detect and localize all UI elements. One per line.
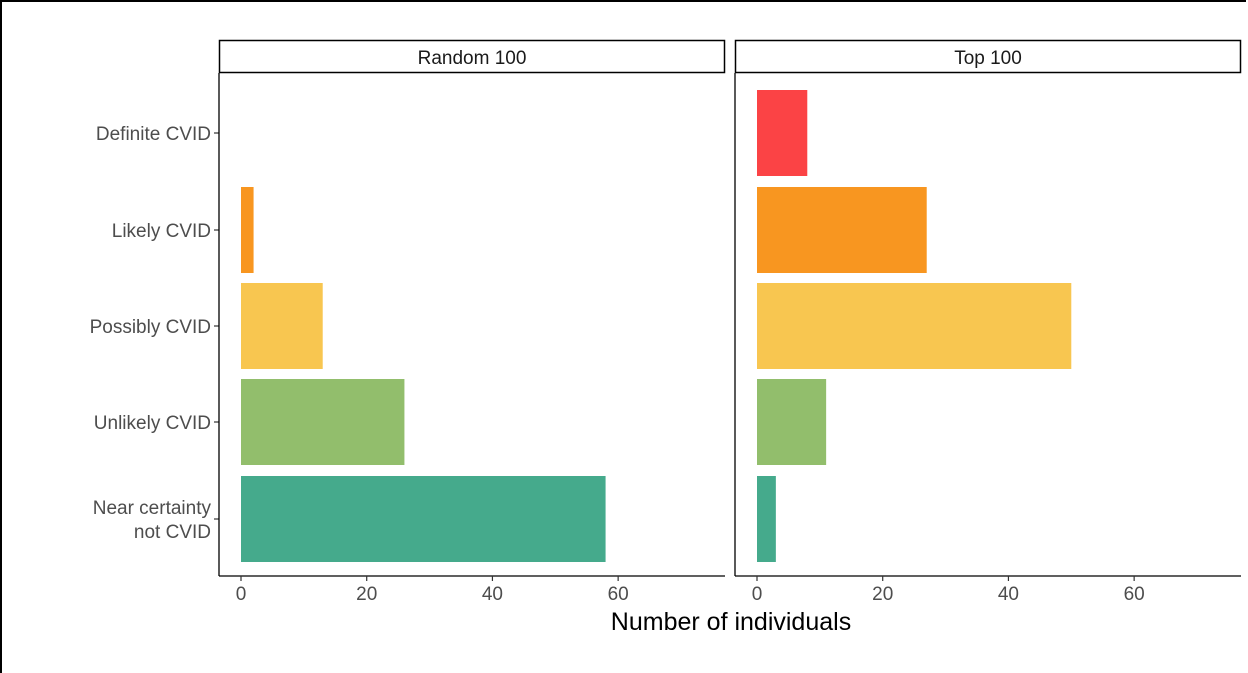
panel-title: Random 100 [418, 48, 527, 69]
y-tick-label-line: not CVID [134, 522, 211, 543]
x-tick-label: 20 [872, 584, 893, 605]
y-tick-label-line: Possibly CVID [90, 317, 211, 338]
bar [757, 187, 927, 273]
panel: Random 100 0 20 40 60 [218, 39, 726, 605]
y-tick-label: Unlikely CVID [94, 413, 211, 434]
x-tick-label: 20 [356, 584, 377, 605]
y-tick-label: Likely CVID [112, 221, 211, 242]
x-tick-label: 60 [608, 584, 629, 605]
panel: Top 100 0 20 40 60 [734, 39, 1242, 605]
y-axis-labels: Definite CVID Likely CVID Possibly CVID Unl… [90, 124, 219, 543]
x-tick-label: 0 [752, 584, 763, 605]
bar [757, 90, 808, 176]
x-tick-label: 40 [998, 584, 1019, 605]
bar [241, 187, 254, 273]
bar [757, 283, 1072, 369]
bar [241, 379, 405, 465]
x-tick-label: 40 [482, 584, 503, 605]
y-tick-label-line: Likely CVID [112, 221, 211, 242]
bar [757, 379, 827, 465]
y-tick-label-line: Unlikely CVID [94, 413, 211, 434]
chart-panels: Random 100 0 20 40 60 Top 100 0 20 40 60 [218, 39, 1242, 605]
panel-title: Top 100 [954, 48, 1022, 69]
y-tick-label-line: Definite CVID [96, 124, 211, 145]
bar [757, 476, 776, 562]
y-tick-label: Near certainty not CVID [93, 498, 212, 543]
x-tick-label: 60 [1124, 584, 1145, 605]
y-tick-label: Definite CVID [96, 124, 211, 145]
panel-strip [218, 39, 726, 74]
bar [241, 283, 323, 369]
y-tick-label: Possibly CVID [90, 317, 211, 338]
x-tick-label: 0 [236, 584, 247, 605]
panel-strip [734, 39, 1242, 74]
x-axis-label: Number of individuals [611, 608, 851, 636]
bar [241, 476, 606, 562]
y-tick-label-line: Near certainty [93, 498, 212, 519]
